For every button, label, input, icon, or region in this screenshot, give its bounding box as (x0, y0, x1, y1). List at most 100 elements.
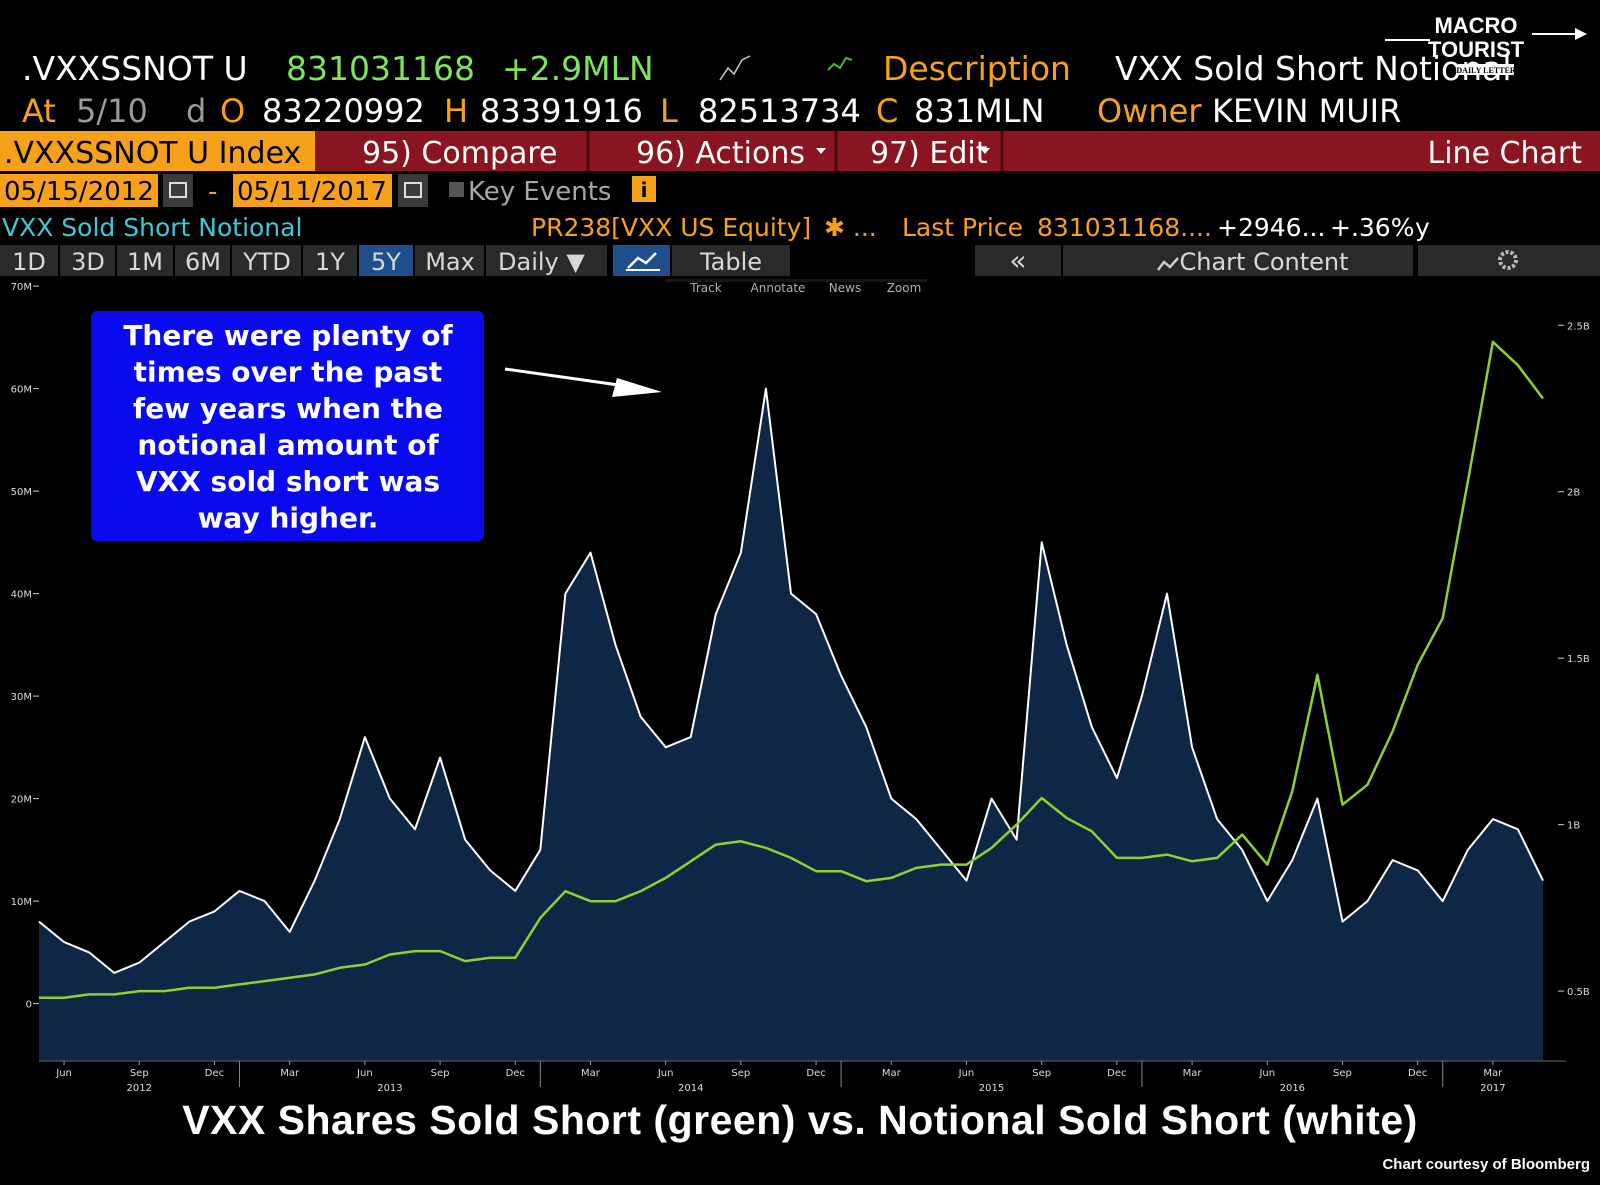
legend-row-text: +.36% (1330, 213, 1414, 242)
info-button[interactable] (632, 176, 656, 202)
header-text: O (220, 92, 245, 130)
y2-tick-label: 2B (1567, 488, 1580, 499)
key-events-label: Key Events (468, 177, 611, 207)
y2-tick-label: 2.5B (1567, 321, 1590, 332)
x-year-label: 2016 (1280, 1083, 1305, 1094)
y-tick-label: 0 (26, 1000, 32, 1011)
period-tab[interactable]: Max (425, 248, 475, 276)
security-tab[interactable] (0, 131, 315, 171)
x-year-label: 2015 (979, 1083, 1004, 1094)
x-tick-label: Sep (1333, 1068, 1352, 1079)
x-tick-label: Jun (958, 1068, 975, 1079)
legend-row-text: PR238[VXX US Equity] (531, 213, 811, 242)
toolbar-item[interactable]: News (829, 281, 861, 295)
x-tick-label: Mar (882, 1068, 902, 1079)
y-tick-label: 30M (11, 692, 32, 703)
end-date-field[interactable] (233, 174, 392, 207)
content-tab[interactable]: Chart Content (1179, 248, 1348, 276)
toolbar-item[interactable]: Zoom (887, 281, 922, 295)
calendar-icon (169, 182, 187, 198)
end-date: 05/11/2017 (237, 177, 387, 207)
chart-content-button[interactable] (1063, 245, 1413, 276)
toolbar-item[interactable]: Track (689, 281, 721, 295)
legend-row-text: 831031168.... (1037, 213, 1212, 242)
dropdown-arrow (980, 148, 990, 154)
tab-selected[interactable] (359, 245, 413, 276)
y-tick-label: 70M (11, 282, 32, 293)
x-tick-label: Jun (356, 1068, 373, 1079)
header-text: 831031168 (286, 49, 475, 88)
period-tab[interactable]: 3D (71, 248, 105, 276)
dropdown-arrow (816, 148, 826, 154)
header-text: d (186, 92, 206, 130)
calendar-button[interactable] (398, 174, 428, 207)
tab[interactable] (415, 245, 484, 276)
y-tick-label: 10M (11, 897, 32, 908)
menu-item[interactable]: 95) Compare (362, 136, 558, 171)
menu-view: Line Chart (1428, 136, 1583, 171)
calendar-icon (404, 182, 422, 198)
annotation-text: VXX sold short was (136, 465, 440, 498)
annotation-text: few years when the (133, 392, 443, 425)
collapse-tab[interactable]: « (1009, 244, 1026, 277)
x-year-label: 2013 (377, 1083, 402, 1094)
annotation-text: There were plenty of (123, 319, 453, 352)
x-tick-label: Mar (1483, 1068, 1503, 1079)
collapse-button[interactable] (975, 245, 1061, 276)
logo-arrowhead (1575, 28, 1587, 40)
sparkline-icon (719, 55, 751, 81)
tab[interactable] (175, 245, 230, 276)
tab[interactable] (117, 245, 173, 276)
header-text: At (22, 92, 56, 130)
tab[interactable] (303, 245, 357, 276)
info-icon: i (641, 178, 648, 202)
settings-button[interactable] (1418, 245, 1600, 276)
x-tick-label: Jun (657, 1068, 674, 1079)
x-tick-label: Jun (55, 1068, 72, 1079)
calendar-button[interactable] (163, 174, 193, 207)
toolbar-item[interactable]: Annotate (751, 281, 806, 295)
tab[interactable] (60, 245, 115, 276)
logo-banner (1458, 64, 1514, 75)
start-date-field[interactable] (0, 174, 158, 207)
period-tab[interactable]: 5Y (371, 248, 401, 276)
chart-title: VXX Shares Sold Short (green) vs. Notion… (182, 1097, 1418, 1143)
series-line (38, 387, 1544, 974)
header-text: KEVIN MUIR (1212, 92, 1401, 130)
period-tab[interactable]: 1D (12, 248, 46, 276)
table-button[interactable] (672, 245, 790, 276)
header-text: .VXXSSNOT U (22, 49, 248, 88)
header-text: Description (883, 49, 1071, 88)
header-text: Owner (1097, 92, 1202, 130)
tab[interactable] (0, 245, 58, 276)
header-text: L (660, 92, 678, 130)
chart-icon (627, 252, 657, 269)
date-separator: - (208, 177, 217, 207)
frequency-dropdown[interactable] (486, 245, 607, 276)
menu-item[interactable]: 96) Actions (636, 136, 805, 171)
content-icon (1157, 257, 1179, 271)
period-tab[interactable]: 1Y (315, 248, 345, 276)
logo-text: DAILY LETTER (1456, 66, 1515, 75)
key-events-checkbox[interactable] (449, 182, 464, 197)
x-tick-label: Mar (280, 1068, 300, 1079)
series-line (39, 340, 1544, 999)
y2-tick-label: 1B (1567, 821, 1580, 832)
tab[interactable] (232, 245, 301, 276)
period-tab[interactable]: 6M (185, 248, 221, 276)
legend-row-text: ✱ ... (824, 213, 877, 242)
annotation-arrowhead (612, 378, 662, 397)
menu-security[interactable]: .VXXSSNOT U Index (4, 136, 301, 171)
header-text: VXX Sold Short Notional (1115, 49, 1512, 88)
period-tab[interactable]: YTD (242, 248, 291, 276)
legend-row-text: +2946... (1217, 213, 1325, 242)
menu-item[interactable]: 97) Edit (870, 136, 988, 171)
legend-row-text: Last Price (902, 213, 1023, 242)
period-tab[interactable]: 1M (127, 248, 163, 276)
table-tab[interactable]: Table (699, 248, 762, 276)
header-text: 82513734 (698, 92, 861, 130)
frequency-tab[interactable]: Daily ▼ (498, 248, 585, 276)
x-year-label: 2017 (1480, 1083, 1505, 1094)
